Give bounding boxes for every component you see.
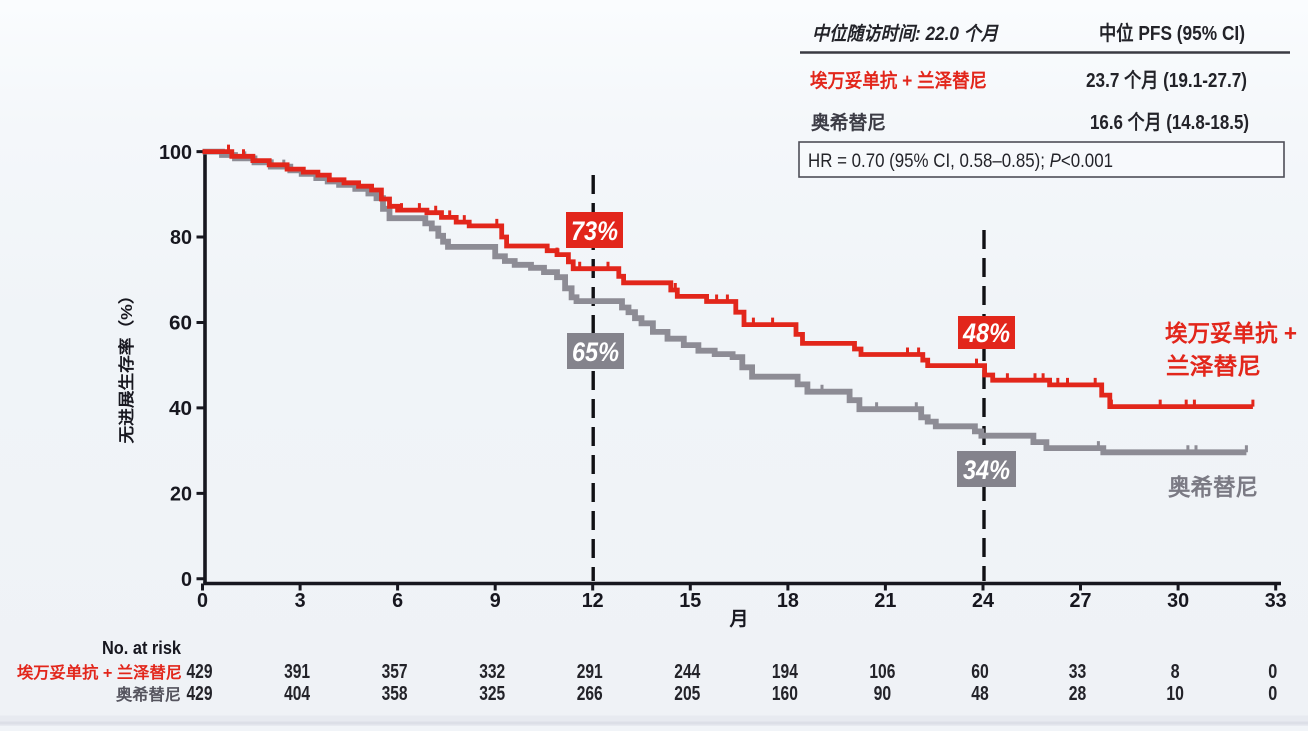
svg-text:埃万妥单抗 +: 埃万妥单抗 + bbox=[1165, 320, 1297, 346]
svg-text:60: 60 bbox=[971, 661, 989, 683]
svg-text:73%: 73% bbox=[571, 216, 618, 246]
svg-text:埃万妥单抗 + 兰泽替尼: 埃万妥单抗 + 兰泽替尼 bbox=[17, 663, 182, 682]
svg-text:194: 194 bbox=[772, 661, 799, 683]
svg-text:16.6 个月 (14.8-18.5): 16.6 个月 (14.8-18.5) bbox=[1090, 111, 1249, 134]
svg-text:80: 80 bbox=[170, 227, 192, 249]
svg-text:404: 404 bbox=[284, 683, 311, 705]
svg-text:奥希替尼: 奥希替尼 bbox=[116, 685, 181, 704]
svg-text:291: 291 bbox=[577, 661, 603, 683]
svg-text:48%: 48% bbox=[962, 318, 1010, 348]
svg-text:No. at risk: No. at risk bbox=[102, 638, 182, 658]
svg-text:18: 18 bbox=[777, 590, 799, 612]
svg-text:3: 3 bbox=[295, 590, 306, 612]
svg-text:391: 391 bbox=[284, 661, 310, 683]
svg-text:0: 0 bbox=[197, 590, 208, 612]
svg-text:34%: 34% bbox=[963, 455, 1010, 485]
svg-text:100: 100 bbox=[159, 142, 192, 164]
svg-text:27: 27 bbox=[1070, 590, 1092, 612]
svg-text:23.7 个月 (19.1-27.7): 23.7 个月 (19.1-27.7) bbox=[1086, 69, 1247, 92]
svg-text:266: 266 bbox=[577, 683, 603, 705]
svg-text:15: 15 bbox=[679, 590, 701, 612]
svg-text:埃万妥单抗 + 兰泽替尼: 埃万妥单抗 + 兰泽替尼 bbox=[810, 69, 987, 92]
svg-text:0: 0 bbox=[181, 569, 192, 591]
svg-text:429: 429 bbox=[187, 683, 213, 705]
svg-text:中位 PFS (95% CI): 中位 PFS (95% CI) bbox=[1099, 21, 1245, 45]
svg-text:332: 332 bbox=[479, 661, 505, 683]
svg-text:358: 358 bbox=[382, 683, 408, 705]
svg-text:12: 12 bbox=[582, 590, 604, 612]
svg-text:兰泽替尼: 兰泽替尼 bbox=[1166, 353, 1261, 379]
svg-text:20: 20 bbox=[170, 484, 192, 506]
svg-text:90: 90 bbox=[874, 683, 892, 705]
svg-text:33: 33 bbox=[1265, 590, 1287, 612]
svg-text:325: 325 bbox=[479, 683, 505, 705]
svg-text:月: 月 bbox=[728, 609, 748, 630]
svg-text:65%: 65% bbox=[572, 337, 619, 367]
svg-text:0: 0 bbox=[1268, 661, 1277, 683]
svg-text:HR = 0.70 (95% CI, 0.58–0.85);: HR = 0.70 (95% CI, 0.58–0.85); P<0.001 bbox=[808, 151, 1113, 172]
svg-text:中位随访时间: 22.0 个月: 中位随访时间: 22.0 个月 bbox=[812, 23, 999, 45]
svg-text:奥希替尼: 奥希替尼 bbox=[811, 111, 886, 134]
svg-text:24: 24 bbox=[972, 590, 995, 612]
svg-text:21: 21 bbox=[874, 590, 896, 612]
svg-text:205: 205 bbox=[674, 683, 700, 705]
svg-text:60: 60 bbox=[169, 313, 192, 335]
svg-text:429: 429 bbox=[187, 661, 213, 683]
svg-text:40: 40 bbox=[169, 398, 192, 420]
svg-text:0: 0 bbox=[1268, 683, 1277, 705]
svg-text:10: 10 bbox=[1166, 683, 1184, 705]
svg-text:6: 6 bbox=[392, 590, 403, 612]
svg-text:8: 8 bbox=[1171, 661, 1180, 683]
svg-text:33: 33 bbox=[1069, 661, 1087, 683]
svg-text:30: 30 bbox=[1167, 590, 1189, 612]
svg-text:奥希替尼: 奥希替尼 bbox=[1168, 474, 1258, 500]
svg-text:9: 9 bbox=[490, 590, 501, 612]
svg-text:无进展生存率（%）: 无进展生存率（%） bbox=[117, 287, 136, 445]
svg-text:357: 357 bbox=[382, 661, 408, 683]
svg-text:160: 160 bbox=[772, 683, 798, 705]
svg-text:106: 106 bbox=[869, 661, 895, 683]
svg-text:48: 48 bbox=[971, 683, 989, 705]
svg-text:244: 244 bbox=[674, 661, 701, 683]
svg-text:28: 28 bbox=[1069, 683, 1087, 705]
